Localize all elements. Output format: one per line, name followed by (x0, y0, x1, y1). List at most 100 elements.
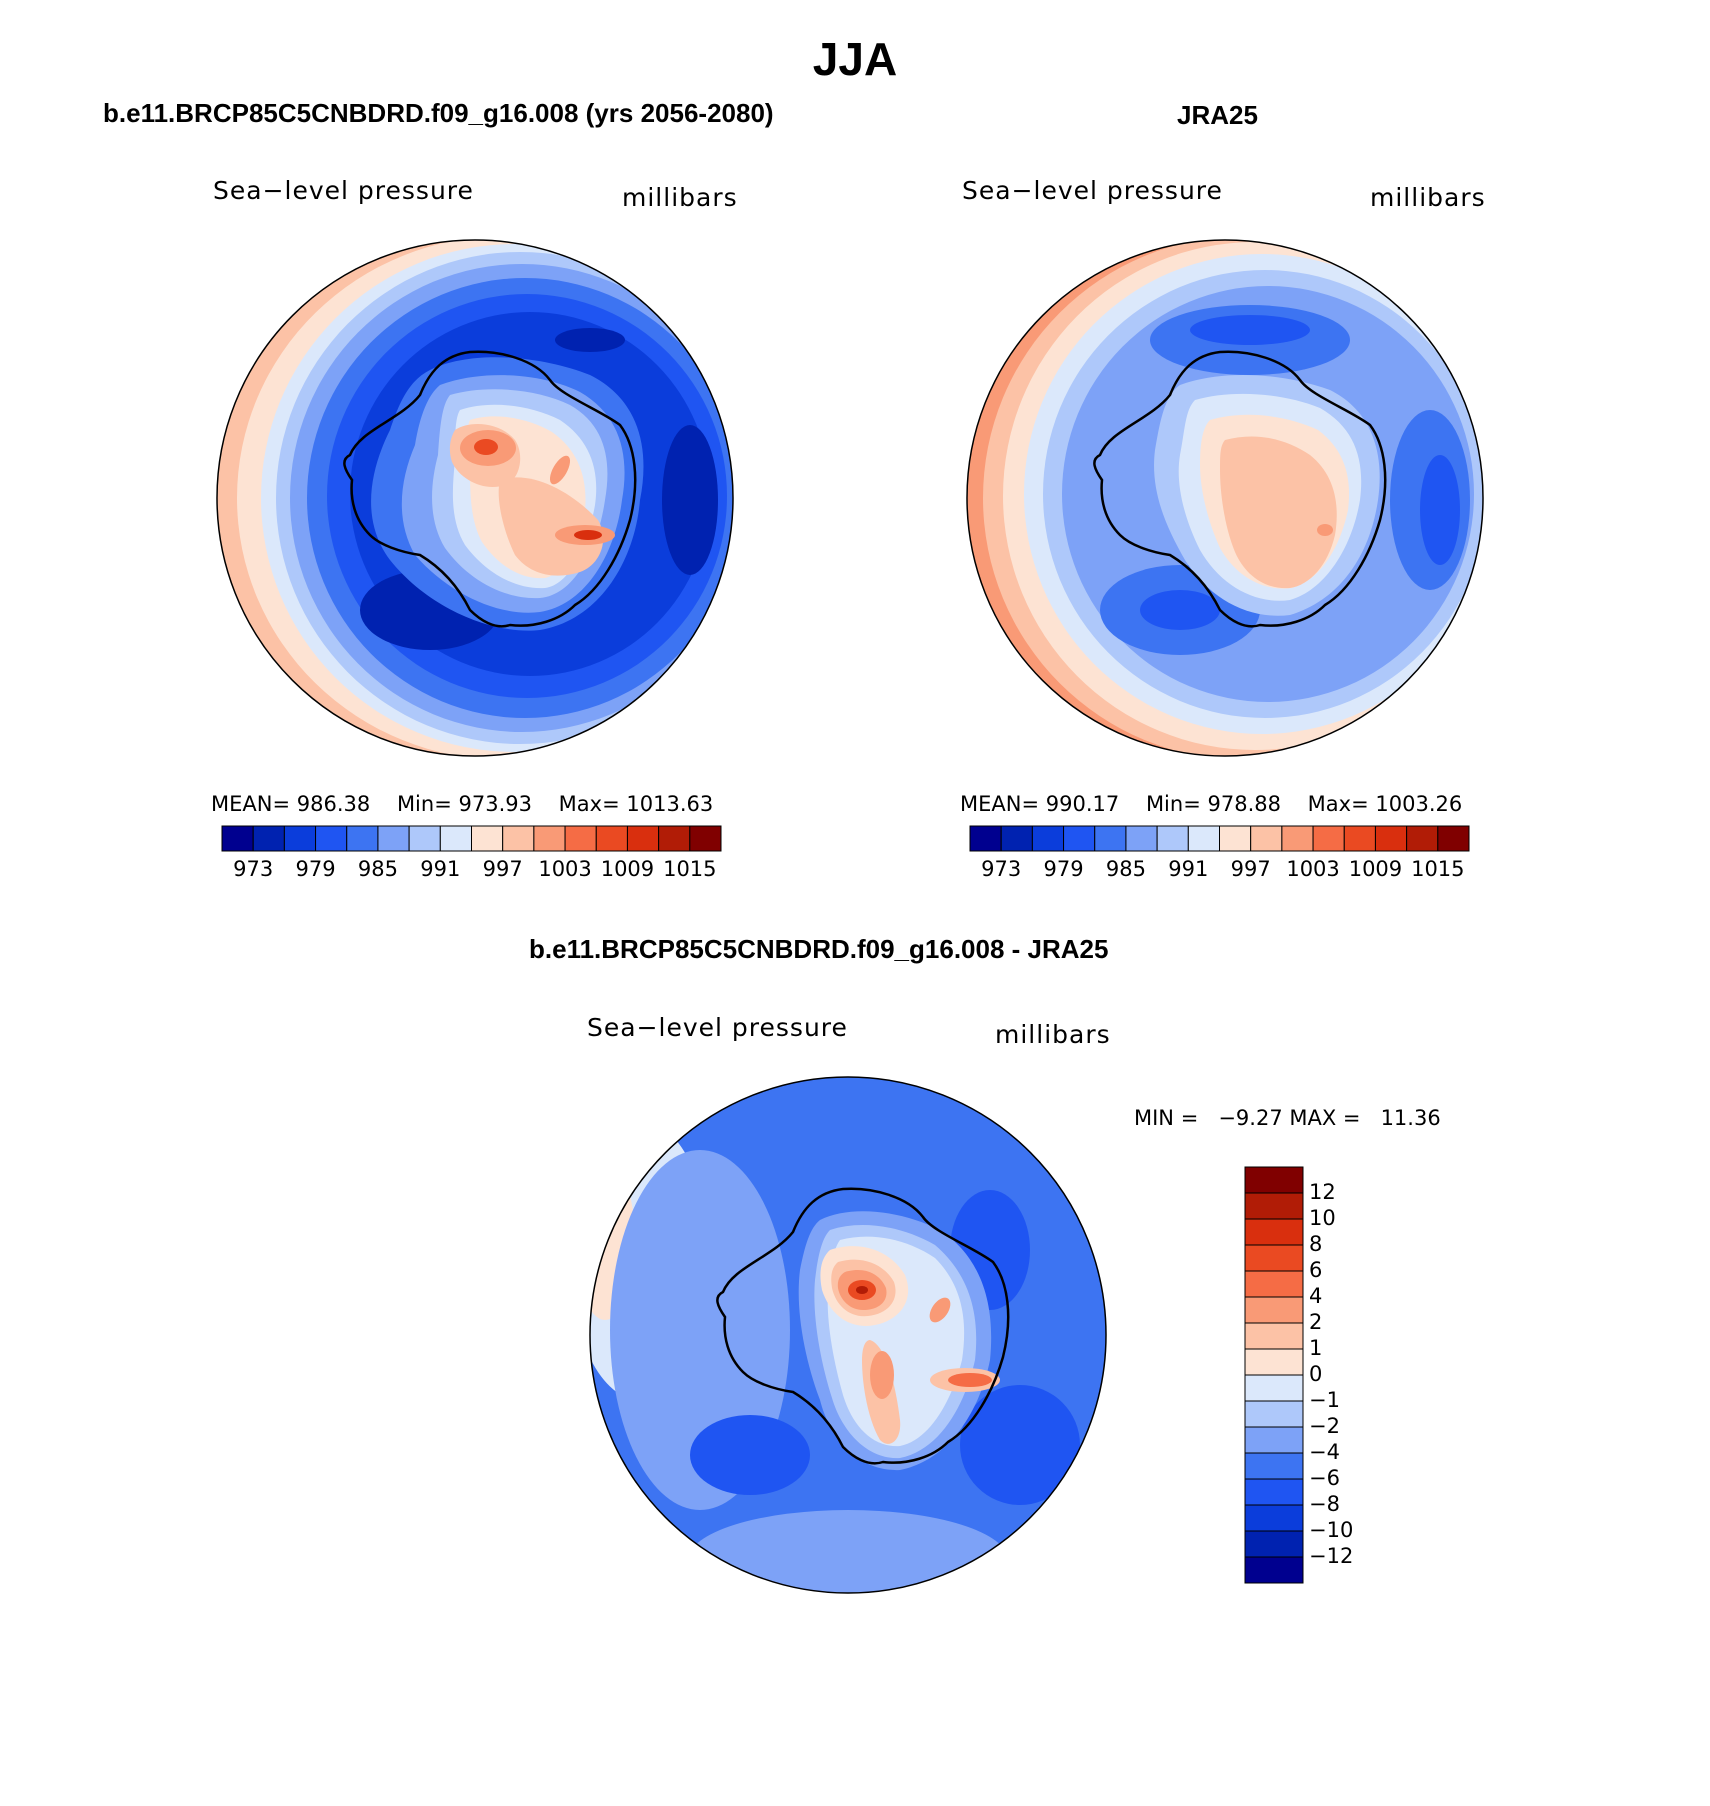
panel1-colorbar (221, 825, 722, 852)
colorbar-swatch (1281, 825, 1314, 852)
colorbar-tick-label: −10 (1309, 1518, 1354, 1542)
colorbar-tick-label: 979 (295, 857, 336, 881)
colorbar-swatch (1244, 1270, 1304, 1298)
colorbar-swatch (1406, 825, 1439, 852)
panel2-max-value: 1003.26 (1375, 792, 1463, 816)
colorbar-tick-label: 991 (1168, 857, 1209, 881)
panel1-min-value: 973.93 (458, 792, 532, 816)
colorbar-swatch (1244, 1296, 1304, 1324)
colorbar-swatch (1244, 1166, 1304, 1194)
colorbar-tick-label: 1009 (1348, 857, 1403, 881)
colorbar-tick-label: 985 (1105, 857, 1146, 881)
panel1-max-label: Max= (558, 792, 620, 816)
panel1-mean-label: MEAN= (211, 792, 291, 816)
panel1-stats: MEAN= 986.38 Min= 973.93 Max= 1013.63 (211, 792, 713, 816)
colorbar-swatch (1063, 825, 1096, 852)
panel2-title: JRA25 (1177, 100, 1258, 130)
panel3-max-value: 11.36 (1380, 1106, 1441, 1130)
colorbar-swatch (502, 825, 535, 852)
panel1-title: b.e11.BRCP85C5CNBDRD.f09_g16.008 (yrs 20… (103, 98, 774, 128)
colorbar-swatch (1244, 1322, 1304, 1350)
panel2-variable-label: Sea−level pressure (962, 176, 1223, 205)
colorbar-swatch (1125, 825, 1158, 852)
colorbar-tick-label: 1009 (600, 857, 655, 881)
colorbar-swatch (408, 825, 441, 852)
colorbar-tick-label: 1015 (1411, 857, 1465, 881)
panel2-polar-map (966, 239, 1484, 757)
panel2-min-value: 978.88 (1207, 792, 1281, 816)
panel3-min-label: MIN = (1134, 1106, 1199, 1130)
colorbar-tick-label: 997 (1230, 857, 1271, 881)
colorbar-tick-label: 8 (1309, 1232, 1323, 1256)
colorbar-tick-label: 1 (1309, 1336, 1323, 1360)
panel3-polar-map (589, 1076, 1107, 1594)
colorbar-swatch (1244, 1244, 1304, 1272)
colorbar-swatch (1244, 1504, 1304, 1532)
colorbar-swatch (1250, 825, 1283, 852)
panel2-stats: MEAN= 990.17 Min= 978.88 Max= 1003.26 (960, 792, 1462, 816)
colorbar-swatch (1374, 825, 1408, 852)
panel2-colorbar (969, 825, 1470, 852)
panel3-variable-label: Sea−level pressure (587, 1013, 848, 1042)
colorbar-swatch (1244, 1218, 1304, 1246)
colorbar-tick-label: 1003 (1286, 857, 1340, 881)
panel1-min-label: Min= (396, 792, 452, 816)
colorbar-tick-label: 997 (482, 857, 523, 881)
colorbar-swatch (1244, 1192, 1304, 1220)
colorbar-swatch (221, 825, 254, 852)
colorbar-swatch (1343, 825, 1376, 852)
colorbar-swatch (1219, 825, 1252, 852)
panel3-stats: MIN = −9.27 MAX = 11.36 (1134, 1106, 1441, 1130)
page-title: JJA (812, 33, 898, 85)
colorbar-swatch (595, 825, 628, 852)
panel2-mean-value: 990.17 (1045, 792, 1120, 816)
colorbar-tick-label: −6 (1309, 1466, 1340, 1490)
colorbar-swatch (533, 825, 566, 852)
colorbar-tick-label: 1015 (663, 857, 717, 881)
colorbar-swatch (439, 825, 472, 852)
colorbar-swatch (252, 825, 285, 852)
colorbar-swatch (1244, 1348, 1304, 1376)
panel2-units-label: millibars (1370, 183, 1486, 212)
colorbar-swatch (1031, 825, 1065, 852)
colorbar-swatch (1156, 825, 1189, 852)
colorbar-tick-label: 985 (357, 857, 398, 881)
panel1-mean-value: 986.38 (296, 792, 371, 816)
colorbar-swatch (626, 825, 660, 852)
colorbar-swatch (1094, 825, 1127, 852)
colorbar-tick-label: −8 (1309, 1492, 1340, 1516)
panel3-title: b.e11.BRCP85C5CNBDRD.f09_g16.008 - JRA25 (529, 934, 1109, 964)
colorbar-tick-label: 10 (1309, 1206, 1336, 1230)
panel1-polar-map (216, 239, 734, 757)
panel1-max-value: 1013.63 (626, 792, 714, 816)
colorbar-tick-label: 12 (1309, 1180, 1336, 1204)
colorbar-swatch (1244, 1556, 1304, 1584)
colorbar-tick-label: 0 (1309, 1362, 1323, 1386)
panel3-min-value: −9.27 (1218, 1106, 1283, 1130)
colorbar-tick-label: −2 (1309, 1414, 1340, 1438)
colorbar-swatch (969, 825, 1002, 852)
colorbar-tick-label: −1 (1309, 1388, 1340, 1412)
colorbar-swatch (1244, 1452, 1304, 1480)
colorbar-swatch (658, 825, 691, 852)
colorbar-swatch (377, 825, 410, 852)
panel1-variable-label: Sea−level pressure (213, 176, 474, 205)
colorbar-tick-label: 1003 (538, 857, 592, 881)
colorbar-swatch (346, 825, 379, 852)
colorbar-tick-label: 973 (233, 857, 274, 881)
panel3-colorbar (1244, 1166, 1304, 1584)
colorbar-swatch (1244, 1400, 1304, 1428)
colorbar-swatch (471, 825, 504, 852)
colorbar-swatch (1244, 1478, 1304, 1506)
colorbar-swatch (689, 825, 722, 852)
colorbar-tick-label: 973 (981, 857, 1022, 881)
panel2-min-label: Min= (1145, 792, 1201, 816)
colorbar-swatch (1187, 825, 1220, 852)
colorbar-swatch (1244, 1530, 1304, 1558)
colorbar-tick-label: 4 (1309, 1284, 1323, 1308)
colorbar-tick-label: 2 (1309, 1310, 1323, 1334)
colorbar-tick-label: 6 (1309, 1258, 1323, 1282)
panel3-units-label: millibars (995, 1020, 1111, 1049)
colorbar-tick-label: 991 (420, 857, 461, 881)
colorbar-swatch (315, 825, 348, 852)
